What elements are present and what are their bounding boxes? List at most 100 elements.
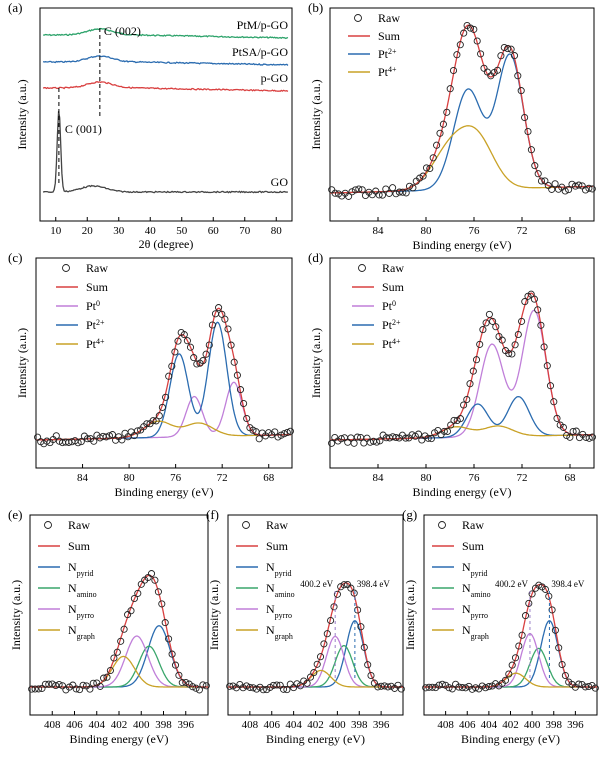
x-tick-label: 402 — [111, 719, 128, 731]
raw-data-point — [171, 348, 179, 356]
x-tick-label: 72 — [217, 472, 228, 484]
raw-data-point — [236, 386, 245, 394]
raw-data-point — [363, 434, 371, 442]
raw-data-point — [320, 640, 328, 648]
raw-data-point — [151, 576, 159, 584]
raw-data-point — [588, 433, 596, 441]
raw-data-point — [162, 393, 170, 401]
x-tick-label: 60 — [208, 225, 220, 237]
x-tick-label: 30 — [113, 225, 125, 237]
plot-frame — [35, 257, 293, 469]
raw-data-point — [348, 188, 356, 196]
raw-data-point — [328, 439, 336, 447]
x-tick-label: 40 — [145, 225, 157, 237]
sum-curve — [330, 24, 593, 194]
raw-data-point — [466, 380, 474, 388]
raw-data-point — [405, 182, 414, 190]
plot-frame — [329, 7, 595, 222]
raw-data-point — [193, 360, 201, 368]
raw-data-point — [72, 685, 80, 693]
raw-data-point — [218, 310, 226, 318]
component-curve-pt0 — [330, 309, 593, 441]
raw-data-point — [208, 321, 216, 329]
raw-data-point — [460, 401, 468, 409]
legend-raw-marker — [62, 264, 70, 272]
raw-data-point — [527, 146, 535, 154]
raw-data-point — [230, 358, 238, 366]
raw-data-point — [355, 185, 363, 193]
raw-data-point — [199, 681, 207, 689]
raw-data-point — [137, 580, 145, 588]
raw-data-point — [240, 399, 248, 408]
x-tick-label: 68 — [565, 472, 577, 484]
raw-data-point — [113, 648, 121, 656]
raw-data-point — [566, 433, 574, 441]
panel-a: (a) 10 20 30 40 50 60 70 80 2θ (degree) Intensity … — [8, 0, 293, 251]
annotation-c001: C (001) — [65, 122, 102, 136]
raw-data-point — [414, 430, 423, 438]
raw-data-point — [575, 181, 583, 189]
raw-data-point — [372, 187, 380, 195]
raw-data-point — [168, 650, 176, 658]
raw-data-point — [350, 589, 358, 597]
series-line-1 — [42, 54, 289, 66]
raw-data-point — [548, 185, 556, 193]
raw-data-point — [105, 432, 113, 440]
raw-data-point — [515, 642, 523, 650]
raw-data-point — [171, 661, 180, 669]
raw-data-point — [175, 671, 183, 679]
raw-data-point — [358, 186, 366, 194]
x-tick-label: 72 — [517, 225, 528, 237]
x-tick-label: 84 — [373, 472, 385, 484]
x-tick-label: 80 — [421, 225, 433, 237]
raw-data-point — [120, 625, 128, 633]
raw-data-point — [402, 189, 410, 197]
panel-label: (f) — [206, 507, 219, 522]
legend-label: Npyrro — [462, 602, 488, 620]
series-line-3 — [42, 110, 288, 194]
raw-data-point — [518, 317, 526, 325]
raw-data-point — [481, 684, 490, 692]
raw-data-point — [545, 592, 553, 600]
raw-data-point — [540, 343, 548, 351]
raw-data-point — [416, 174, 424, 182]
panel-label: (b) — [308, 0, 323, 15]
raw-data-point — [110, 654, 118, 662]
raw-data-point — [436, 129, 444, 137]
x-axis-label: Binding energy (eV) — [114, 485, 213, 499]
raw-data-point — [568, 180, 576, 188]
raw-data-point — [500, 43, 508, 52]
raw-data-point — [537, 177, 546, 185]
legend-label: Pt4+ — [382, 337, 401, 352]
raw-data-point — [478, 682, 486, 690]
raw-data-point — [541, 585, 549, 593]
raw-data-point — [229, 682, 237, 690]
y-axis-label: Intensity (a.u.) — [403, 580, 417, 650]
raw-data-point — [239, 684, 247, 692]
raw-data-point — [514, 330, 522, 339]
raw-data-point — [473, 37, 481, 45]
panel-d: (d) 84 80 76 72 68 Binding energy (eV) Intensit… — [308, 250, 596, 499]
raw-data-point — [52, 681, 60, 690]
x-tick-label: 404 — [285, 719, 302, 731]
legend-label: Raw — [68, 518, 90, 532]
panel-label: (c) — [8, 250, 22, 265]
raw-data-point — [316, 653, 325, 661]
x-tick-label: 402 — [307, 719, 324, 731]
raw-data-point — [493, 66, 502, 74]
raw-data-point — [508, 661, 516, 669]
raw-data-point — [511, 341, 519, 349]
component-curve-pt4plus — [330, 125, 593, 194]
raw-data-point — [433, 141, 441, 149]
raw-data-point — [419, 172, 427, 180]
raw-data-point — [392, 433, 400, 442]
sum-curve — [330, 292, 593, 441]
raw-data-point — [89, 679, 97, 687]
x-tick-label: 408 — [242, 719, 259, 731]
x-tick-label: 400 — [524, 719, 541, 731]
legend-raw-marker — [44, 521, 52, 529]
legend-label: Pt4+ — [378, 65, 397, 80]
legend-label: Raw — [382, 261, 404, 275]
raw-data-point — [505, 670, 513, 678]
